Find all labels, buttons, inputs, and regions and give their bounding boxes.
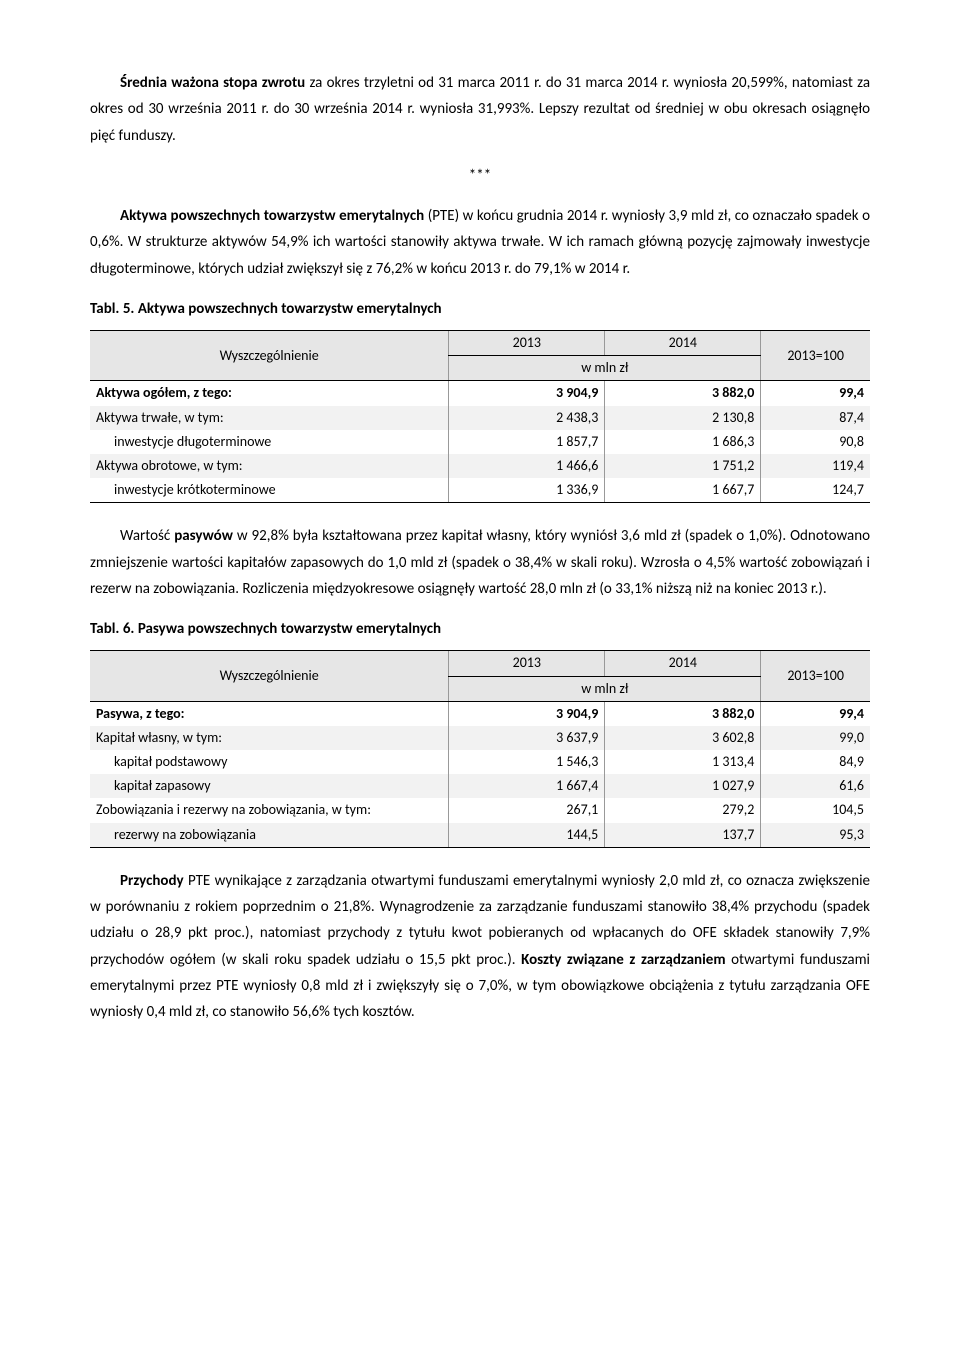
row-value: 3 882,0 [605, 381, 761, 406]
table-row: kapitał podstawowy1 546,31 313,484,9 [90, 750, 870, 774]
separator-stars: *** [90, 163, 870, 189]
row-value: 1 313,4 [605, 750, 761, 774]
table5-head: Wyszczególnienie 2013 2014 2013=100 w ml… [90, 331, 870, 381]
row-value: 1 857,7 [449, 430, 605, 454]
th-index: 2013=100 [761, 651, 870, 701]
row-label: kapitał zapasowy [90, 774, 449, 798]
table-row: Kapitał własny, w tym:3 637,93 602,899,0 [90, 726, 870, 750]
paragraph-3: Wartość pasywów w 92,8% była kształtowan… [90, 523, 870, 602]
table-row: Aktywa obrotowe, w tym:1 466,61 751,2119… [90, 454, 870, 478]
th-unit: w mln zł [449, 356, 761, 381]
row-value: 87,4 [761, 406, 870, 430]
table6-title: Tabl. 6. Pasywa powszechnych towarzystw … [90, 616, 870, 642]
table-row: rezerwy na zobowiązania144,5137,795,3 [90, 823, 870, 848]
th-2013: 2013 [449, 331, 605, 356]
row-value: 61,6 [761, 774, 870, 798]
row-value: 2 130,8 [605, 406, 761, 430]
row-value: 1 667,7 [605, 478, 761, 503]
th-2013: 2013 [449, 651, 605, 676]
table6-head: Wyszczególnienie 2013 2014 2013=100 w ml… [90, 651, 870, 701]
row-value: 144,5 [449, 823, 605, 848]
table5-body: Aktywa ogółem, z tego:3 904,93 882,099,4… [90, 381, 870, 503]
row-value: 119,4 [761, 454, 870, 478]
p2-bold: Aktywa powszechnych towarzystw emerytaln… [120, 207, 424, 225]
row-value: 1 466,6 [449, 454, 605, 478]
row-value: 3 904,9 [449, 701, 605, 726]
table-row: Zobowiązania i rezerwy na zobowiązania, … [90, 798, 870, 822]
row-value: 1 546,3 [449, 750, 605, 774]
row-label: Aktywa ogółem, z tego: [90, 381, 449, 406]
row-value: 279,2 [605, 798, 761, 822]
row-value: 90,8 [761, 430, 870, 454]
row-label: Pasywa, z tego: [90, 701, 449, 726]
th-index: 2013=100 [761, 331, 870, 381]
paragraph-2: Aktywa powszechnych towarzystw emerytaln… [90, 203, 870, 282]
row-value: 104,5 [761, 798, 870, 822]
row-value: 3 904,9 [449, 381, 605, 406]
row-label: Aktywa obrotowe, w tym: [90, 454, 449, 478]
th-wyszcz: Wyszczególnienie [90, 331, 449, 381]
row-label: Zobowiązania i rezerwy na zobowiązania, … [90, 798, 449, 822]
row-value: 99,0 [761, 726, 870, 750]
row-label: rezerwy na zobowiązania [90, 823, 449, 848]
table5-title: Tabl. 5. Aktywa powszechnych towarzystw … [90, 296, 870, 322]
table-row: Aktywa trwałe, w tym:2 438,32 130,887,4 [90, 406, 870, 430]
table-row: inwestycje długoterminowe1 857,71 686,39… [90, 430, 870, 454]
row-value: 267,1 [449, 798, 605, 822]
row-value: 84,9 [761, 750, 870, 774]
row-value: 2 438,3 [449, 406, 605, 430]
row-value: 124,7 [761, 478, 870, 503]
row-label: Aktywa trwałe, w tym: [90, 406, 449, 430]
row-value: 99,4 [761, 381, 870, 406]
th-wyszcz: Wyszczególnienie [90, 651, 449, 701]
paragraph-4: Przychody PTE wynikające z zarządzania o… [90, 868, 870, 1026]
row-value: 3 602,8 [605, 726, 761, 750]
table-5: Wyszczególnienie 2013 2014 2013=100 w ml… [90, 330, 870, 503]
row-label: Kapitał własny, w tym: [90, 726, 449, 750]
row-value: 1 667,4 [449, 774, 605, 798]
row-value: 3 882,0 [605, 701, 761, 726]
row-value: 99,4 [761, 701, 870, 726]
table6-body: Pasywa, z tego:3 904,93 882,099,4Kapitał… [90, 701, 870, 847]
row-value: 1 686,3 [605, 430, 761, 454]
row-value: 1 751,2 [605, 454, 761, 478]
p4-bold2: Koszty związane z zarządzaniem [521, 951, 725, 969]
p1-bold: Średnia ważona stopa zwrotu [120, 74, 305, 92]
th-2014: 2014 [605, 331, 761, 356]
th-unit: w mln zł [449, 676, 761, 701]
row-value: 137,7 [605, 823, 761, 848]
th-2014: 2014 [605, 651, 761, 676]
table-row: inwestycje krótkoterminowe1 336,91 667,7… [90, 478, 870, 503]
p4-bold1: Przychody [120, 872, 184, 890]
table-6: Wyszczególnienie 2013 2014 2013=100 w ml… [90, 650, 870, 848]
table-row: Aktywa ogółem, z tego:3 904,93 882,099,4 [90, 381, 870, 406]
row-label: inwestycje długoterminowe [90, 430, 449, 454]
row-label: kapitał podstawowy [90, 750, 449, 774]
row-value: 95,3 [761, 823, 870, 848]
row-label: inwestycje krótkoterminowe [90, 478, 449, 503]
p3-a: Wartość [120, 527, 174, 545]
row-value: 3 637,9 [449, 726, 605, 750]
p3-bold: pasywów [174, 527, 233, 545]
paragraph-1: Średnia ważona stopa zwrotu za okres trz… [90, 70, 870, 149]
table-row: Pasywa, z tego:3 904,93 882,099,4 [90, 701, 870, 726]
row-value: 1 027,9 [605, 774, 761, 798]
table-row: kapitał zapasowy1 667,41 027,961,6 [90, 774, 870, 798]
row-value: 1 336,9 [449, 478, 605, 503]
